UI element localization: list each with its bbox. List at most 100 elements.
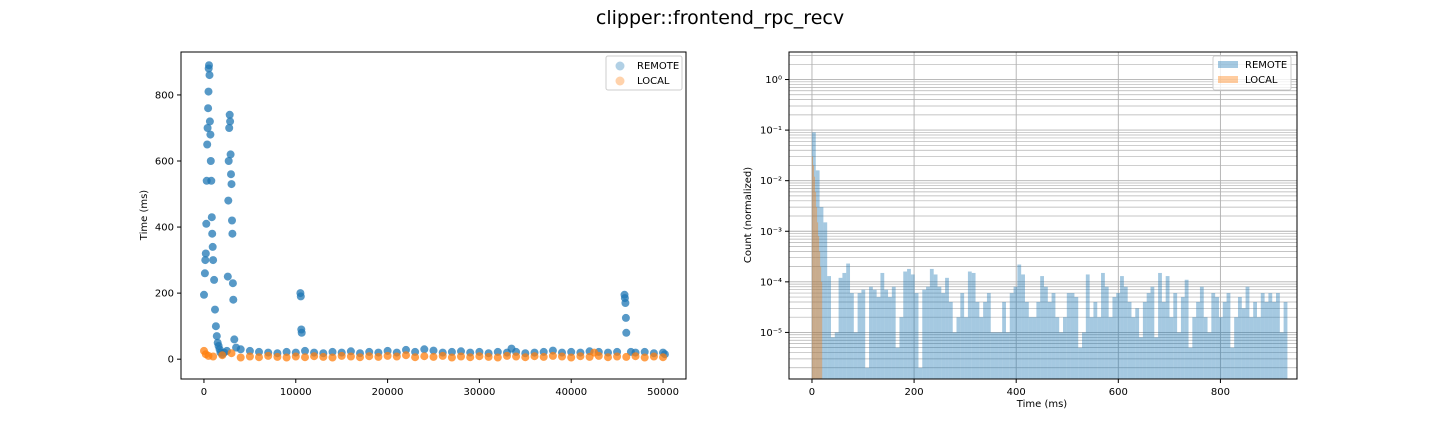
histogram-bar	[817, 222, 819, 379]
histogram-bar	[895, 347, 900, 379]
histogram-bar	[834, 332, 839, 379]
y-tick-label: 10⁻¹	[760, 126, 782, 137]
histogram-bar	[1188, 347, 1193, 379]
scatter-point	[622, 328, 631, 337]
scatter-point	[208, 229, 217, 238]
scatter-point	[228, 279, 237, 288]
scatter-point	[420, 345, 429, 354]
histogram-bar	[1226, 293, 1231, 379]
histogram-bar	[922, 289, 927, 379]
histogram-bar	[975, 301, 980, 379]
histogram-bar	[1116, 293, 1121, 379]
scatter-point	[301, 346, 309, 355]
scatter-point	[224, 157, 233, 165]
scatter-point	[558, 352, 566, 361]
scatter-point	[392, 352, 401, 361]
histogram-bar	[1089, 317, 1094, 379]
series-remote	[811, 132, 1288, 379]
histogram-bar	[1005, 332, 1010, 379]
histogram-bar	[1139, 337, 1143, 379]
scatter-point	[273, 352, 282, 361]
scatter-point	[319, 352, 328, 361]
scatter-point	[211, 322, 220, 331]
scatter-point	[223, 272, 232, 281]
histogram-bar	[819, 251, 821, 379]
legend-local-marker	[615, 76, 625, 86]
histogram-bar	[1241, 308, 1246, 379]
scatter-point	[296, 292, 305, 301]
histogram-bar	[1264, 301, 1269, 379]
scatter-point	[429, 346, 438, 355]
histogram-bar	[964, 317, 968, 379]
scatter-point	[226, 117, 235, 126]
histogram-bar	[830, 337, 835, 379]
y-tick-label: 10⁻³	[760, 227, 782, 238]
scatter-point	[429, 352, 438, 361]
y-tick-label: 10⁰	[765, 75, 782, 86]
histogram-bar	[813, 165, 815, 379]
histogram-bar	[929, 268, 934, 379]
scatter-point	[282, 353, 291, 362]
histogram-bar	[1108, 317, 1113, 379]
histogram-bar	[1203, 317, 1208, 379]
scatter-point	[245, 346, 254, 355]
histogram-bar	[1127, 301, 1132, 379]
histogram-bar	[952, 332, 957, 379]
scatter-point	[613, 352, 622, 361]
scatter-point	[649, 352, 658, 361]
legend-remote-marker	[615, 61, 625, 71]
y-tick-label: 10⁻²	[760, 176, 782, 187]
scatter-point	[282, 347, 291, 356]
histogram-legend-box	[1212, 55, 1292, 91]
scatter-point	[328, 347, 337, 356]
histogram-plot: 0 200 400 600 800 10⁻⁵ 10⁻⁴ 10⁻³ 10⁻² 10⁻¹ 10⁰ Ti…	[743, 51, 1298, 410]
x-tick-label: 30000	[464, 387, 496, 398]
histogram-bar	[899, 317, 904, 379]
histogram-bar	[941, 293, 946, 379]
histogram-bar	[1040, 276, 1044, 379]
scatter-point	[438, 351, 447, 360]
scatter-point	[201, 249, 210, 258]
histogram-bar	[910, 274, 915, 379]
scatter-point	[206, 157, 215, 165]
histogram-bar	[1234, 317, 1238, 379]
histogram-bar	[1199, 286, 1204, 379]
scatter-point	[202, 219, 211, 228]
scatter-point	[291, 352, 300, 361]
scatter-point	[484, 352, 493, 361]
scatter-point	[475, 352, 484, 361]
scatter-point	[503, 351, 511, 360]
histogram-bars	[811, 132, 1288, 379]
histogram-bar	[1074, 297, 1079, 379]
scatter-point	[230, 335, 239, 344]
histogram-bar	[937, 286, 942, 379]
histogram-bar	[986, 293, 991, 379]
histogram-bar	[1051, 293, 1056, 379]
scatter-point	[622, 352, 631, 361]
histogram-bar	[1059, 332, 1064, 379]
histogram-bar	[1207, 332, 1212, 379]
histogram-bar	[1161, 301, 1166, 379]
histogram-bar	[818, 236, 820, 379]
histogram-bar	[1279, 332, 1284, 379]
histogram-bar	[888, 297, 892, 379]
scatter-point	[229, 295, 238, 304]
histogram-bar	[960, 293, 965, 379]
histogram-bar	[967, 271, 972, 379]
histogram-bar	[1173, 293, 1178, 379]
x-tick-label: 800	[1211, 387, 1230, 398]
histogram-bar	[880, 272, 885, 379]
histogram-bar	[865, 367, 870, 379]
scatter-point	[204, 87, 213, 96]
histogram-bar	[1123, 286, 1128, 379]
scatter-point	[200, 290, 208, 299]
legend-local-label: LOCAL	[1245, 75, 1278, 86]
x-tick-label: 600	[1109, 387, 1128, 398]
scatter-point	[210, 275, 219, 284]
scatter-point	[203, 140, 212, 149]
histogram-bar	[1158, 272, 1162, 379]
histogram-bar	[1177, 332, 1181, 379]
scatter-legend-box	[605, 55, 683, 91]
histogram-bar	[1253, 301, 1257, 379]
